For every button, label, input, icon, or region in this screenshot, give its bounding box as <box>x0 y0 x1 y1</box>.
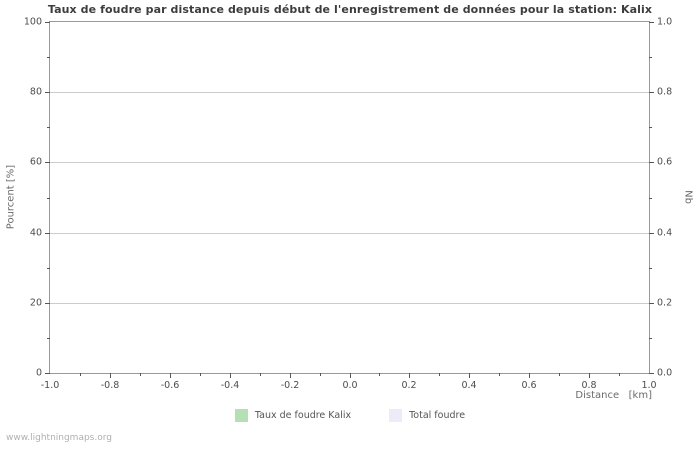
legend-item-0[interactable]: Taux de foudre Kalix <box>234 409 352 422</box>
xtick-minor-0.1 <box>379 373 380 376</box>
legend-swatch-icon-1 <box>389 409 403 422</box>
xtick-label-0.6: 0.6 <box>521 380 537 391</box>
xtick--0.4 <box>230 373 231 378</box>
xtick-0.2 <box>409 373 410 378</box>
xtick-0.8 <box>589 373 590 378</box>
xtick-minor-0.3 <box>439 373 440 376</box>
ytick-label-left-20: 20 <box>29 297 42 309</box>
ytick-label-right-1: 1.0 <box>657 16 673 28</box>
ytick-label-left-80: 80 <box>29 86 42 98</box>
xtick-label--0.4: -0.4 <box>220 380 240 391</box>
ytick-right-0.4 <box>649 233 654 234</box>
legend-label-0: Taux de foudre Kalix <box>254 410 352 421</box>
ytick-right-minor-0.3 <box>649 268 652 269</box>
ytick-right-minor-0.5 <box>649 198 652 199</box>
xtick-minor--0.7 <box>140 373 141 376</box>
ytick-right-minor-0.1 <box>649 338 652 339</box>
ytick-label-right-0.8: 0.8 <box>657 86 673 98</box>
ytick-right-0.2 <box>649 303 654 304</box>
ytick-right-0 <box>649 373 654 374</box>
y-axis-right-title: Nb <box>682 190 694 204</box>
ytick-left-minor-30 <box>47 268 50 269</box>
xtick-label--0.8: -0.8 <box>100 380 120 391</box>
ytick-left-20 <box>45 303 50 304</box>
xtick-label-0.4: 0.4 <box>461 380 477 391</box>
ytick-label-right-0: 0.0 <box>657 367 673 379</box>
site-watermark: www.lightningmaps.org <box>6 433 112 443</box>
chart-legend: Taux de foudre Kalix Total foudre <box>0 409 700 422</box>
gridline-y-40 <box>50 233 649 234</box>
legend-item-1[interactable]: Total foudre <box>389 409 465 422</box>
ytick-label-left-100: 100 <box>23 16 42 28</box>
legend-label-1: Total foudre <box>409 410 466 421</box>
plot-area: 0 20 40 60 80 100 0.0 0.2 0.4 0.6 0.8 1.0 -1.0 -0.8 -0… <box>24 17 672 392</box>
ytick-right-0.6 <box>649 162 654 163</box>
ytick-left-minor-70 <box>47 127 50 128</box>
xtick-0.4 <box>469 373 470 378</box>
ytick-right-1 <box>649 22 654 23</box>
xtick-minor--0.3 <box>260 373 261 376</box>
xtick-label--0.6: -0.6 <box>160 380 180 391</box>
xtick-minor-0.7 <box>559 373 560 376</box>
gridline-y-60 <box>50 162 649 163</box>
legend-swatch-icon-0 <box>234 409 248 422</box>
xtick-label--1: -1.0 <box>40 380 60 391</box>
xtick-minor--0.9 <box>80 373 81 376</box>
ytick-left-minor-90 <box>47 57 50 58</box>
ytick-left-100 <box>45 22 50 23</box>
y-axis-left-title: Pourcent [%] <box>5 164 17 230</box>
ytick-left-minor-10 <box>47 338 50 339</box>
ytick-label-right-0.4: 0.4 <box>657 227 673 239</box>
ytick-right-minor-0.7 <box>649 127 652 128</box>
xtick--0.2 <box>290 373 291 378</box>
ytick-label-right-0.2: 0.2 <box>657 297 673 309</box>
ytick-left-40 <box>45 233 50 234</box>
chart-title: Taux de foudre par distance depuis début… <box>47 3 653 16</box>
ytick-left-60 <box>45 162 50 163</box>
xtick-minor-0.9 <box>619 373 620 376</box>
ytick-label-left-0: 0 <box>35 367 42 379</box>
x-axis-title: Distance [km] <box>575 390 652 401</box>
ytick-left-0 <box>45 373 50 374</box>
ytick-right-0.8 <box>649 92 654 93</box>
xtick-0.6 <box>529 373 530 378</box>
xtick-label-0: 0.0 <box>342 380 358 391</box>
xtick-label--0.2: -0.2 <box>280 380 300 391</box>
ytick-label-left-60: 60 <box>29 156 42 168</box>
gridline-y-80 <box>50 92 649 93</box>
xtick-label-0.2: 0.2 <box>401 380 417 391</box>
xtick--0.8 <box>110 373 111 378</box>
xtick-0 <box>350 373 351 378</box>
xtick-minor-0.5 <box>499 373 500 376</box>
ytick-left-minor-50 <box>47 198 50 199</box>
gridline-y-20 <box>50 303 649 304</box>
ytick-right-minor-0.9 <box>649 57 652 58</box>
xtick-label-0.8: 0.8 <box>581 380 597 391</box>
xtick-label-1: 1.0 <box>641 380 657 391</box>
xtick-minor--0.1 <box>320 373 321 376</box>
xtick-minor--0.5 <box>200 373 201 376</box>
ytick-left-80 <box>45 92 50 93</box>
ytick-label-right-0.6: 0.6 <box>657 156 673 168</box>
xtick--0.6 <box>170 373 171 378</box>
ytick-label-left-40: 40 <box>29 227 42 239</box>
